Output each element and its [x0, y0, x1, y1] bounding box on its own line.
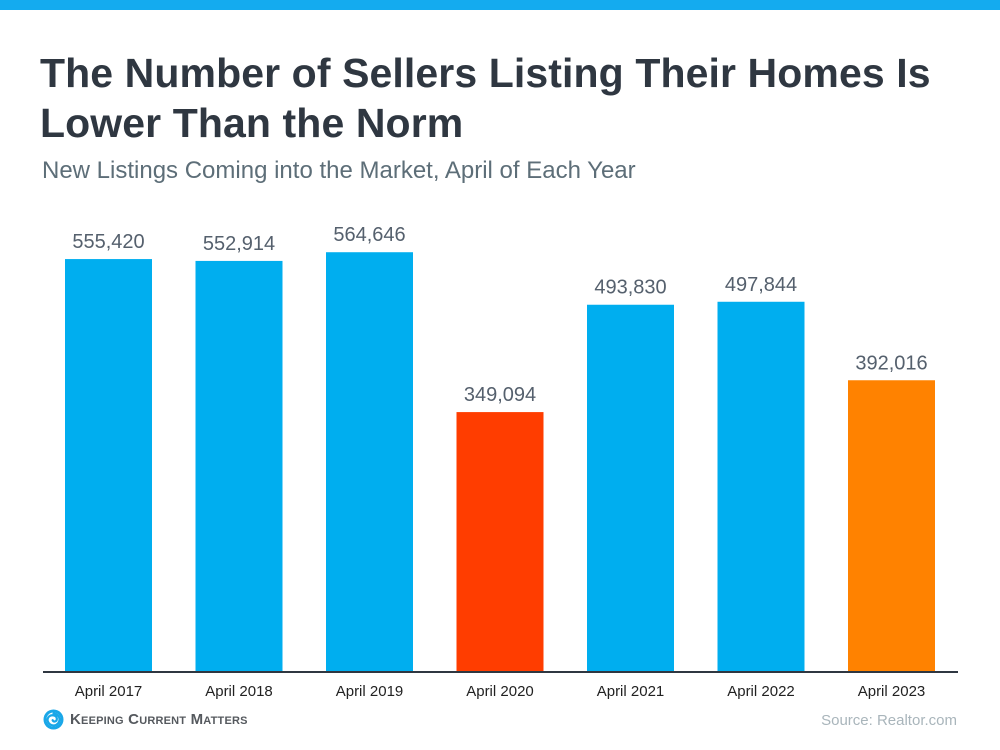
value-labels-group: 555,420 552,914 564,646 349,094 493,830 497,8… — [72, 224, 927, 406]
chart-title: The Number of Sellers Listing Their Home… — [40, 50, 931, 146]
logo-text: Keeping Current Matters — [70, 711, 248, 728]
swirl-logo-icon — [43, 709, 64, 730]
bars-group — [65, 252, 935, 671]
value-label: 349,094 — [464, 384, 536, 406]
bar-april-2022 — [717, 301, 805, 671]
value-label: 497,844 — [725, 274, 797, 296]
bar-april-2019 — [326, 252, 413, 671]
x-tick-label: April 2017 — [75, 683, 143, 700]
bar-april-2021 — [587, 304, 674, 671]
x-tick-labels-group: April 2017 April 2018 April 2019 April 2020… — [75, 683, 926, 700]
x-tick-label: April 2023 — [858, 683, 926, 700]
chart-subtitle: New Listings Coming into the Market, Apr… — [42, 157, 636, 184]
x-tick-label: April 2018 — [205, 683, 273, 700]
x-tick-label: April 2021 — [597, 683, 665, 700]
x-tick-label: April 2019 — [336, 683, 404, 700]
bar-april-2018 — [195, 260, 283, 671]
source-note: Source: Realtor.com — [821, 712, 957, 729]
value-label: 564,646 — [333, 224, 405, 246]
kcm-logo: Keeping Current Matters — [43, 709, 248, 730]
x-tick-label: April 2020 — [466, 683, 534, 700]
value-label: 392,016 — [855, 352, 927, 374]
bar-april-2020 — [456, 412, 544, 671]
bar-april-2017 — [65, 259, 152, 671]
value-label: 552,914 — [203, 233, 275, 255]
x-tick-label: April 2022 — [727, 683, 795, 700]
value-label: 555,420 — [72, 231, 144, 253]
bar-april-2023 — [848, 380, 935, 671]
top-accent-bar — [0, 0, 1000, 10]
value-label: 493,830 — [594, 277, 666, 299]
